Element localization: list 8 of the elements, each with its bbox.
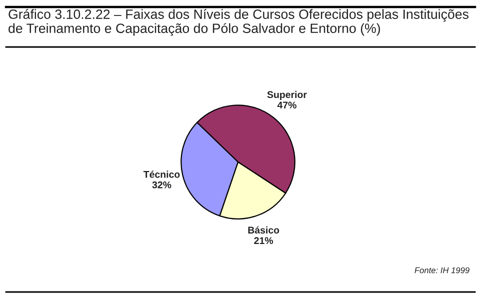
- source-note: Fonte: IH 1999: [414, 267, 470, 274]
- chart-title: Gráfico 3.10.2.22 – Faixas dos Níveis de Cursos Oferecidos pelas Instituições de Treinamento e Capacitação do Pólo Salvador e Entorno (%): [8, 9, 468, 36]
- data-label: 21%: [254, 237, 274, 244]
- data-label: 47%: [277, 102, 296, 108]
- slice-label: Básico: [248, 226, 280, 234]
- slice-label: Técnico: [143, 170, 180, 178]
- data-label: 32%: [152, 181, 172, 188]
- slice-label: Superior: [267, 90, 307, 100]
